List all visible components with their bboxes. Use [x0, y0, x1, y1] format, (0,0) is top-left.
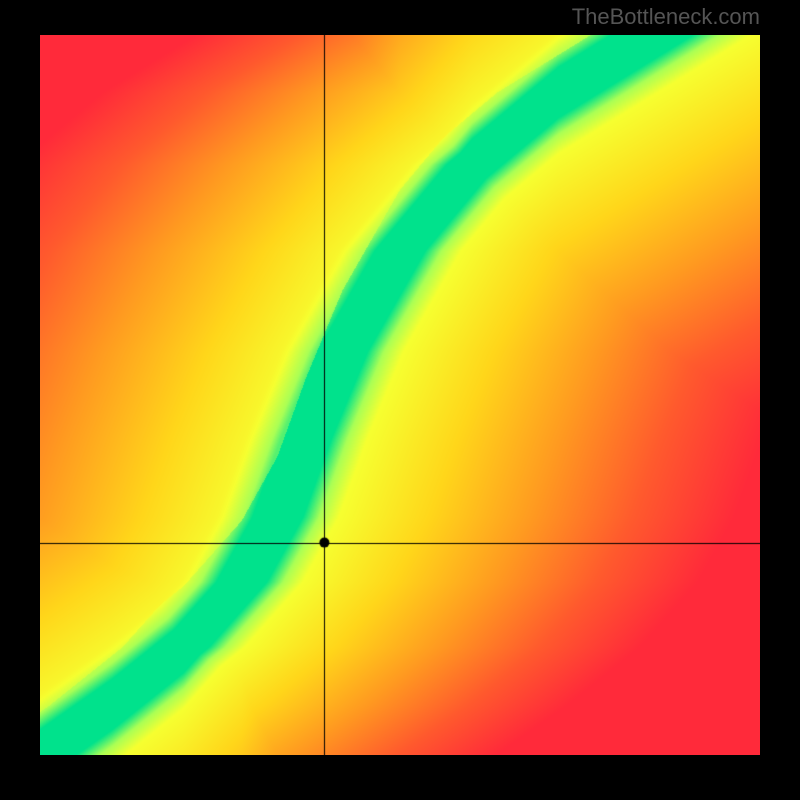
- watermark-text: TheBottleneck.com: [572, 4, 760, 30]
- chart-container: TheBottleneck.com: [0, 0, 800, 800]
- bottleneck-heatmap: [40, 35, 760, 755]
